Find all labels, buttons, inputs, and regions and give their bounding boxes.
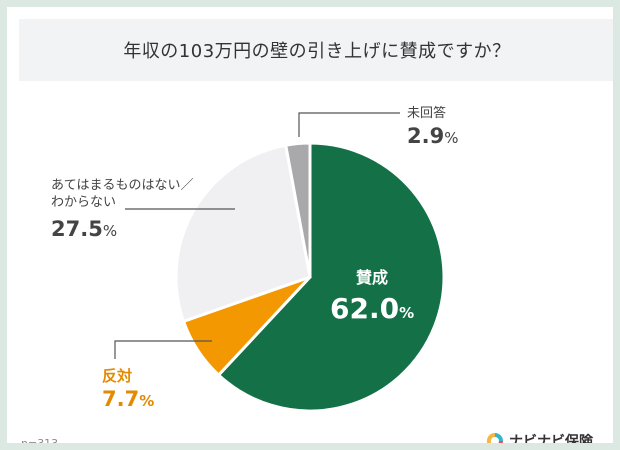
slice-label-neither: あてはまるものはない／ わからない 27.5% <box>51 177 193 241</box>
leader-line-oppose <box>114 340 212 359</box>
slice-label-oppose: 反対 7.7% <box>102 367 154 412</box>
brand-name: ナビナビ保険 <box>509 434 593 450</box>
title-bar: 年収の103万円の壁の引き上げに賛成ですか？ <box>19 19 613 81</box>
slice-number-approve: 62.0 <box>330 292 400 325</box>
slice-value-unanswered: 2.9% <box>407 124 458 148</box>
slice-category-approve: 賛成 <box>356 268 389 287</box>
pie-slice-unanswered <box>283 141 312 278</box>
slice-value-neither: 27.5% <box>51 217 193 241</box>
slice-number-oppose: 7.7 <box>102 387 140 411</box>
pie-chart <box>114 112 446 413</box>
pie-slice-approve <box>216 141 446 413</box>
slice-category-neither: あてはまるものはない／ わからない <box>51 178 194 210</box>
sample-size-note: n=313 <box>21 437 59 450</box>
brand-logo: ナビナビ保険 <box>486 431 593 450</box>
slice-unit-unanswered: % <box>444 129 459 147</box>
slice-unit-neither: % <box>102 222 118 240</box>
slice-value-oppose: 7.7% <box>102 387 154 411</box>
brand-mark-icon <box>486 432 504 443</box>
leader-line-unanswered <box>298 112 400 137</box>
pie-slice-neither <box>174 143 312 324</box>
slice-unit-oppose: % <box>139 392 155 410</box>
chart-title: 年収の103万円の壁の引き上げに賛成ですか？ <box>123 41 511 62</box>
slice-category-unanswered: 未回答 <box>407 106 447 121</box>
slice-category-oppose: 反対 <box>102 367 133 385</box>
slice-label-approve: 賛成 62.0% <box>330 269 414 325</box>
slice-number-unanswered: 2.9 <box>407 124 445 148</box>
slice-label-unanswered: 未回答 2.9% <box>407 105 458 148</box>
slice-number-neither: 27.5 <box>51 217 103 241</box>
slice-value-approve: 62.0% <box>330 292 414 325</box>
slice-unit-approve: % <box>399 304 415 322</box>
